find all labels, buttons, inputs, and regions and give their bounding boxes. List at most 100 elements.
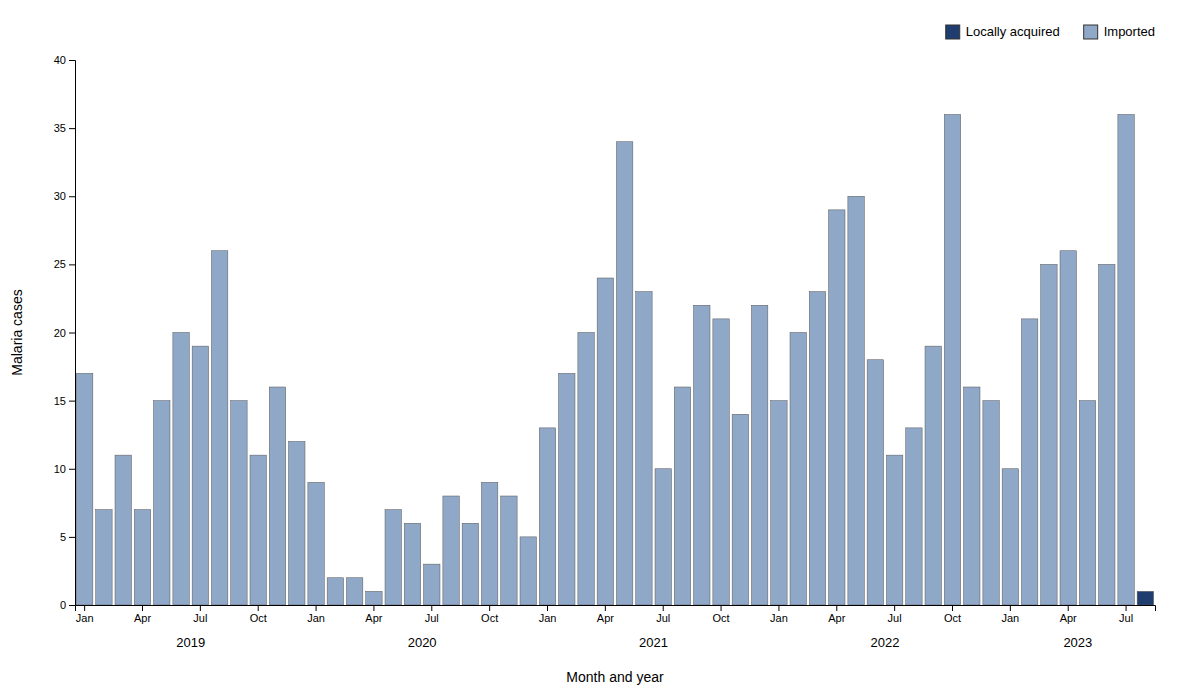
bar xyxy=(385,510,401,605)
x-tick: Jul xyxy=(656,605,670,624)
bar xyxy=(1002,469,1018,605)
x-tick-label: Apr xyxy=(597,612,614,624)
bar xyxy=(829,209,845,210)
legend-item: Locally acquired xyxy=(946,24,1060,39)
bar xyxy=(115,455,131,456)
year-label: 2020 xyxy=(408,635,437,650)
bar xyxy=(327,578,343,605)
y-tick-label: 40 xyxy=(54,54,66,66)
bar xyxy=(1041,264,1057,605)
bar xyxy=(385,509,401,510)
x-axis-line xyxy=(76,606,1156,612)
bar xyxy=(983,401,999,605)
bar xyxy=(366,591,382,592)
x-tick-label: Oct xyxy=(481,612,498,624)
bar xyxy=(289,442,305,606)
bar xyxy=(886,455,902,456)
year-label: 2019 xyxy=(176,635,205,650)
x-tick-label: Apr xyxy=(365,612,382,624)
x-tick-mark xyxy=(836,605,837,611)
x-tick-label: Jul xyxy=(425,612,439,624)
bar xyxy=(829,210,845,605)
x-axis-title: Month and year xyxy=(566,669,664,685)
bar xyxy=(751,305,767,306)
x-tick-label: Jan xyxy=(1001,612,1019,624)
x-tick-mark xyxy=(778,605,779,611)
bar xyxy=(231,400,247,401)
y-tick: 10 xyxy=(54,463,75,475)
bar xyxy=(1118,115,1134,606)
bar xyxy=(96,510,112,605)
y-tick-mark xyxy=(69,60,75,61)
y-axis-title: Malaria cases xyxy=(9,289,25,375)
x-tick-mark xyxy=(373,605,374,611)
bar xyxy=(1021,319,1037,605)
x-tick-label: Jan xyxy=(307,612,325,624)
y-tick: 5 xyxy=(60,531,75,543)
bar xyxy=(1099,264,1115,605)
bar xyxy=(1079,400,1095,401)
legend: Locally acquired Imported xyxy=(946,24,1155,39)
bar xyxy=(539,428,555,605)
bar xyxy=(694,305,710,605)
x-tick-mark xyxy=(258,605,259,611)
y-axis: 0510152025303540 xyxy=(54,54,76,611)
bar xyxy=(231,401,247,605)
y-tick-label: 20 xyxy=(54,327,66,339)
y-tick-label: 15 xyxy=(54,395,66,407)
bar xyxy=(404,523,420,524)
bar xyxy=(154,401,170,605)
y-tick-label: 35 xyxy=(54,122,66,134)
bar xyxy=(481,482,497,605)
x-tick-mark xyxy=(1010,605,1011,611)
bar xyxy=(559,373,575,605)
bar xyxy=(964,387,980,388)
bars xyxy=(76,115,1153,606)
y-tick: 30 xyxy=(54,190,75,202)
y-axis-line xyxy=(69,61,76,606)
x-tick-mark xyxy=(605,605,606,611)
bar xyxy=(694,305,710,306)
bar xyxy=(1137,591,1153,605)
bar xyxy=(1099,264,1115,265)
bar xyxy=(520,536,536,537)
year-label: 2022 xyxy=(871,635,900,650)
bar xyxy=(134,509,150,510)
x-tick-mark xyxy=(142,605,143,611)
bar xyxy=(886,455,902,605)
x-tick-mark xyxy=(316,605,317,611)
x-tick-label: Jan xyxy=(770,612,788,624)
x-tick-mark xyxy=(721,605,722,611)
bar xyxy=(134,510,150,605)
bar xyxy=(1041,264,1057,265)
x-tick: Jul xyxy=(425,605,439,624)
bar xyxy=(308,482,324,605)
x-tick-mark xyxy=(84,605,85,611)
x-tick: Jul xyxy=(888,605,902,624)
x-tick-mark xyxy=(547,605,548,611)
plot-area: JanAprJulOctJanAprJulOctJanAprJulOctJanA… xyxy=(54,54,1156,650)
x-tick: Apr xyxy=(365,605,382,624)
bar xyxy=(404,523,420,605)
y-tick: 0 xyxy=(60,599,75,611)
bar xyxy=(76,373,92,374)
legend-swatch xyxy=(946,25,960,39)
x-tick: Oct xyxy=(713,605,730,624)
x-tick-label: Jul xyxy=(193,612,207,624)
bar xyxy=(539,427,555,428)
series-bars xyxy=(1137,591,1153,605)
bar xyxy=(424,564,440,565)
bar xyxy=(809,291,825,292)
bar xyxy=(366,591,382,605)
bar xyxy=(443,496,459,605)
bar xyxy=(1079,401,1095,605)
x-tick-mark xyxy=(663,605,664,611)
bar xyxy=(269,387,285,388)
x-tick: Oct xyxy=(944,605,961,624)
bar xyxy=(616,142,632,605)
bar xyxy=(462,523,478,605)
y-tick: 40 xyxy=(54,54,75,66)
legend-label: Imported xyxy=(1104,24,1155,39)
x-tick-mark xyxy=(489,605,490,611)
y-tick-mark xyxy=(69,537,75,538)
